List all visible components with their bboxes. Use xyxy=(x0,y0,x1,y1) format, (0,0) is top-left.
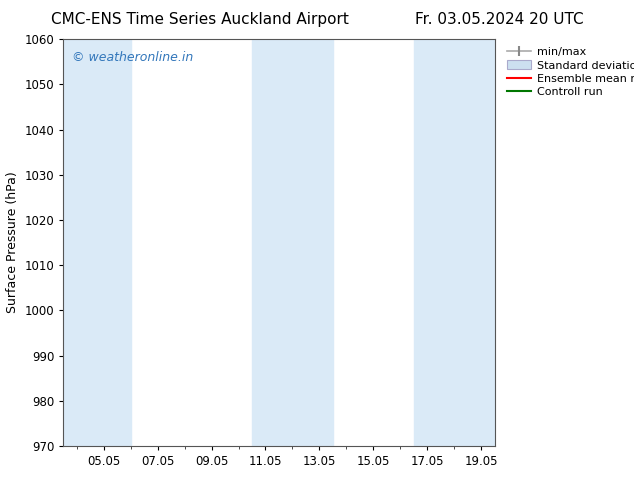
Text: Fr. 03.05.2024 20 UTC: Fr. 03.05.2024 20 UTC xyxy=(415,12,583,27)
Bar xyxy=(414,39,495,446)
Y-axis label: Surface Pressure (hPa): Surface Pressure (hPa) xyxy=(6,172,19,314)
Text: CMC-ENS Time Series Auckland Airport: CMC-ENS Time Series Auckland Airport xyxy=(51,12,349,27)
Text: © weatheronline.in: © weatheronline.in xyxy=(72,51,193,64)
Bar xyxy=(63,39,131,446)
Bar xyxy=(252,39,333,446)
Legend: min/max, Standard deviation, Ensemble mean run, Controll run: min/max, Standard deviation, Ensemble me… xyxy=(505,45,634,99)
